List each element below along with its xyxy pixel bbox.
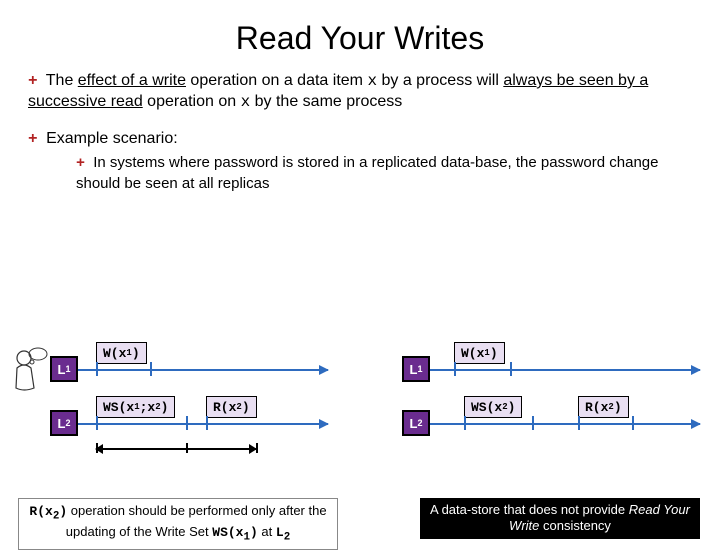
tick <box>206 416 208 430</box>
timeline-l2-right <box>430 423 700 425</box>
bullet-2: + Example scenario: <box>28 129 692 150</box>
timeline-l2-left <box>78 423 328 425</box>
tick <box>186 416 188 430</box>
tick <box>510 362 512 376</box>
node-l2-right: L2 <box>402 410 430 436</box>
tick <box>532 416 534 430</box>
diagram-area: L1 .timeline[data-name="timeline-l1-left… <box>0 340 720 490</box>
tick <box>150 362 152 376</box>
op-ws-left: WS(x1;x2) <box>96 396 175 418</box>
b1-mid1: operation on a data item <box>186 72 367 89</box>
bullet-marker: + <box>76 155 85 172</box>
bullet-marker: + <box>28 130 38 148</box>
caption-right: A data-store that does not provide Read … <box>420 498 700 539</box>
node-l1-right: L1 <box>402 356 430 382</box>
tick <box>96 362 98 376</box>
b2-text: Example scenario: <box>46 130 178 147</box>
op-rx2-right: R(x2) <box>578 396 629 418</box>
b2a-text: In systems where password is stored in a… <box>76 154 659 192</box>
op-wx1-right: W(x1) <box>454 342 505 364</box>
left-diagram: L1 .timeline[data-name="timeline-l1-left… <box>0 340 360 490</box>
dbl-tick <box>186 443 188 453</box>
tick <box>464 416 466 430</box>
b1-u1: effect of a write <box>78 72 186 89</box>
b1-x1: x <box>367 72 377 90</box>
op-wx1-left: W(x1) <box>96 342 147 364</box>
right-diagram: L1 .timeline[data-name="timeline-l1-righ… <box>392 340 712 490</box>
b1-mid3: operation on <box>143 93 241 110</box>
b1-end: by the same process <box>250 93 402 110</box>
bullet-marker: + <box>28 72 38 90</box>
b1-pre: The <box>46 72 78 89</box>
op-ws-right: WS(x2) <box>464 396 522 418</box>
slide-title: Read Your Writes <box>0 20 720 57</box>
b1-x2: x <box>241 93 251 111</box>
timeline-l1-right <box>430 369 700 371</box>
tick <box>96 416 98 430</box>
timeline-l1-left <box>78 369 328 371</box>
b1-mid2: by a process will <box>377 72 503 89</box>
double-arrow-left <box>96 448 256 450</box>
dbl-tick <box>256 443 258 453</box>
node-l2-left: L2 <box>50 410 78 436</box>
bullet-list: + The effect of a write operation on a d… <box>28 71 692 193</box>
tick <box>454 362 456 376</box>
node-l1-left: L1 <box>50 356 78 382</box>
caption-left: R(x2) operation should be performed only… <box>18 498 338 550</box>
dbl-tick <box>96 443 98 453</box>
tick <box>632 416 634 430</box>
bullet-2a: + In systems where password is stored in… <box>76 153 692 193</box>
op-rx2-left: R(x2) <box>206 396 257 418</box>
tick <box>578 416 580 430</box>
bullet-1: + The effect of a write operation on a d… <box>28 71 692 113</box>
